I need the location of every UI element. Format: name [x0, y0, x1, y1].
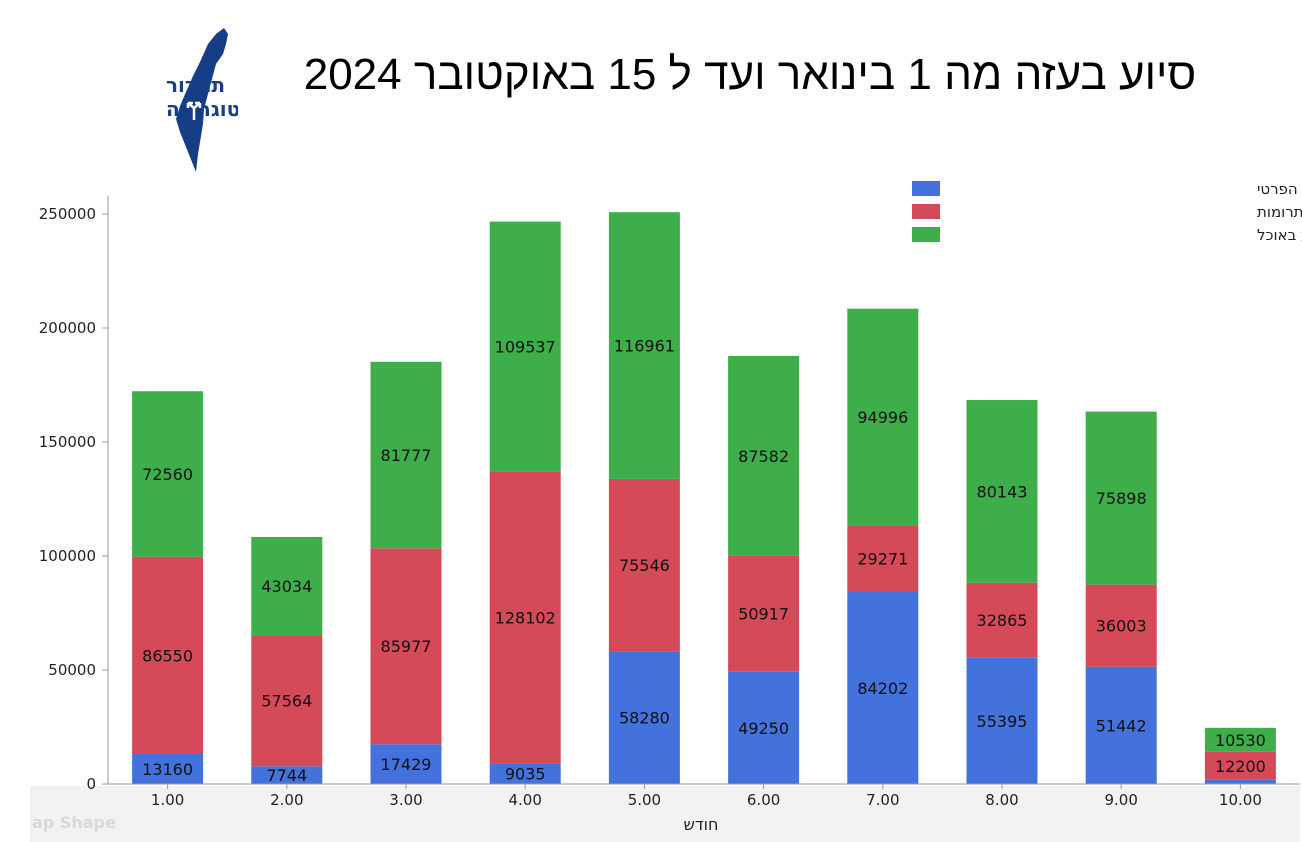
israel-map-icon — [176, 28, 228, 172]
data-label: 7744 — [266, 766, 307, 785]
bar-segment — [847, 592, 919, 784]
data-label: 94996 — [857, 408, 908, 427]
x-tick-label: 4.00 — [508, 791, 541, 809]
bar-segment — [1204, 751, 1276, 780]
logo-line2: פוליטוגרפיה — [166, 97, 238, 121]
data-label: 58280 — [619, 709, 670, 728]
y-tick-label: 150000 — [39, 433, 96, 451]
bar-segment — [132, 391, 204, 557]
data-label: 72560 — [142, 465, 193, 484]
x-tick-label: 8.00 — [985, 791, 1018, 809]
x-tick-label: 10.00 — [1219, 791, 1262, 809]
y-tick-label: 100000 — [39, 547, 96, 565]
x-axis-label: חודש — [684, 815, 719, 834]
chart-title: סיוע בעזה מה 1 בינואר ועד ל 15 באוקטובר … — [303, 50, 1197, 99]
data-label: 17429 — [381, 755, 432, 774]
data-label: 29271 — [857, 550, 908, 569]
data-label: 84202 — [857, 679, 908, 698]
bar-segment — [132, 753, 204, 784]
data-label: 55395 — [977, 712, 1028, 731]
bar-segment — [1204, 727, 1276, 752]
data-label: 12200 — [1215, 757, 1266, 776]
bar-segment — [489, 471, 561, 764]
bar-segment — [608, 212, 680, 479]
x-tick-label: 2.00 — [270, 791, 303, 809]
logo-line1: תמרור — [166, 73, 225, 97]
data-label: 57564 — [261, 692, 312, 711]
x-tick-label: 6.00 — [747, 791, 780, 809]
bar-segment — [251, 766, 323, 784]
legend-entry: סה"כ טונות של סיוע על ידי המגזר הפרטי — [1257, 180, 1302, 198]
x-tick-label: 9.00 — [1104, 791, 1137, 809]
data-label: 85977 — [381, 637, 432, 656]
bar-segment — [370, 548, 442, 745]
data-label: 116961 — [614, 337, 675, 356]
data-label: 32865 — [977, 611, 1028, 630]
bar-segment — [966, 400, 1038, 583]
bar-segment — [132, 556, 204, 754]
bar-segment — [370, 744, 442, 784]
x-tick-label: 3.00 — [389, 791, 422, 809]
data-label: 49250 — [738, 719, 789, 738]
bar-segment — [1085, 411, 1157, 585]
data-label: 80143 — [977, 482, 1028, 501]
bar-segment — [966, 582, 1038, 658]
data-label: 75546 — [619, 556, 670, 575]
bar-segment — [966, 657, 1038, 784]
y-tick-label: 200000 — [39, 319, 96, 337]
data-label: 86550 — [142, 646, 193, 665]
bar-segment — [728, 671, 800, 784]
data-label: 43034 — [261, 577, 312, 596]
bar-segment — [251, 635, 323, 767]
bar-segment — [728, 355, 800, 556]
legend-swatch — [912, 227, 940, 242]
bar-segment — [1085, 666, 1157, 784]
data-label: 36003 — [1096, 617, 1147, 636]
bar-segment — [489, 221, 561, 472]
legend-swatch — [912, 204, 940, 219]
y-tick-label: 250000 — [39, 205, 96, 223]
bar-segment — [608, 478, 680, 652]
x-tick-label: 5.00 — [628, 791, 661, 809]
data-label: 109537 — [495, 337, 556, 356]
legend-entry: סה"כ טונות של סיוע על מתרומות — [1257, 203, 1302, 221]
data-label: 9035 — [505, 765, 546, 784]
data-label: 128102 — [495, 608, 556, 627]
logo: תמרור פוליטוגרפיה — [166, 28, 238, 172]
bar-segment — [251, 536, 323, 636]
x-tick-label: 1.00 — [151, 791, 184, 809]
signpost-icon — [186, 101, 202, 120]
bar-segment — [728, 555, 800, 672]
data-label: 87582 — [738, 447, 789, 466]
bar-segment — [1204, 779, 1276, 784]
watermark: ap Shape — [32, 813, 116, 832]
legend-entry: סה"כ טונות של סיוע באוכל — [1257, 226, 1302, 244]
data-label: 81777 — [381, 446, 432, 465]
bar-segment — [608, 651, 680, 784]
data-label: 50917 — [738, 605, 789, 624]
bar-segment — [370, 361, 442, 549]
y-tick-label: 0 — [86, 775, 96, 793]
bar-segment — [1085, 584, 1157, 667]
x-axis-band — [30, 786, 1300, 842]
y-tick-label: 50000 — [48, 661, 96, 679]
data-label: 13160 — [142, 760, 193, 779]
bar-segment — [489, 763, 561, 784]
data-label: 10530 — [1215, 731, 1266, 750]
bar-segment — [847, 308, 919, 526]
bar-segment — [847, 525, 919, 593]
data-label: 51442 — [1096, 716, 1147, 735]
data-label: 75898 — [1096, 489, 1147, 508]
legend-swatch — [912, 181, 940, 196]
x-tick-label: 7.00 — [866, 791, 899, 809]
